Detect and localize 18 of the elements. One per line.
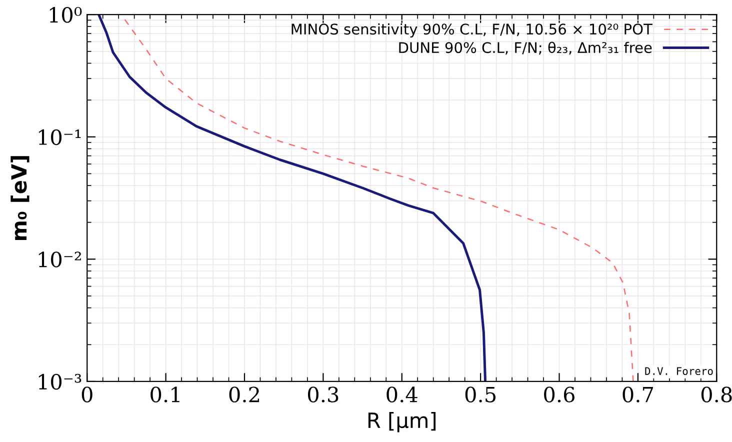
x-tick-label: 0.1 [150,386,180,402]
x-tick-label: 0.4 [386,386,418,402]
y-axis-title: m₀ [eV] [10,156,30,240]
annotation: D.V. Forero [645,367,713,376]
x-tick-label: 0.8 [701,386,732,402]
legend-label: DUNE 90% C.L, F/N; θ₂₃, Δm²₃₁ free [399,42,652,55]
x-tick-label: 0.5 [465,386,496,402]
x-tick-label: 0.7 [622,386,653,402]
legend-label: MINOS sensitivity 90% C.L, F/N, 10.56 × 10²⁰ POT [292,23,653,38]
y-tick-label: 10⁰ [50,7,82,23]
y-tick-label: 10⁻³ [38,374,82,390]
x-axis-title: R [μm] [368,412,436,432]
x-tick-label: 0.3 [308,386,338,402]
y-tick-label: 10⁻¹ [38,129,81,146]
x-tick-label: 0 [82,386,92,402]
y-tick-label: 10⁻² [38,252,81,268]
x-tick-label: 0.2 [229,386,260,402]
x-tick-label: 0.6 [544,386,575,402]
